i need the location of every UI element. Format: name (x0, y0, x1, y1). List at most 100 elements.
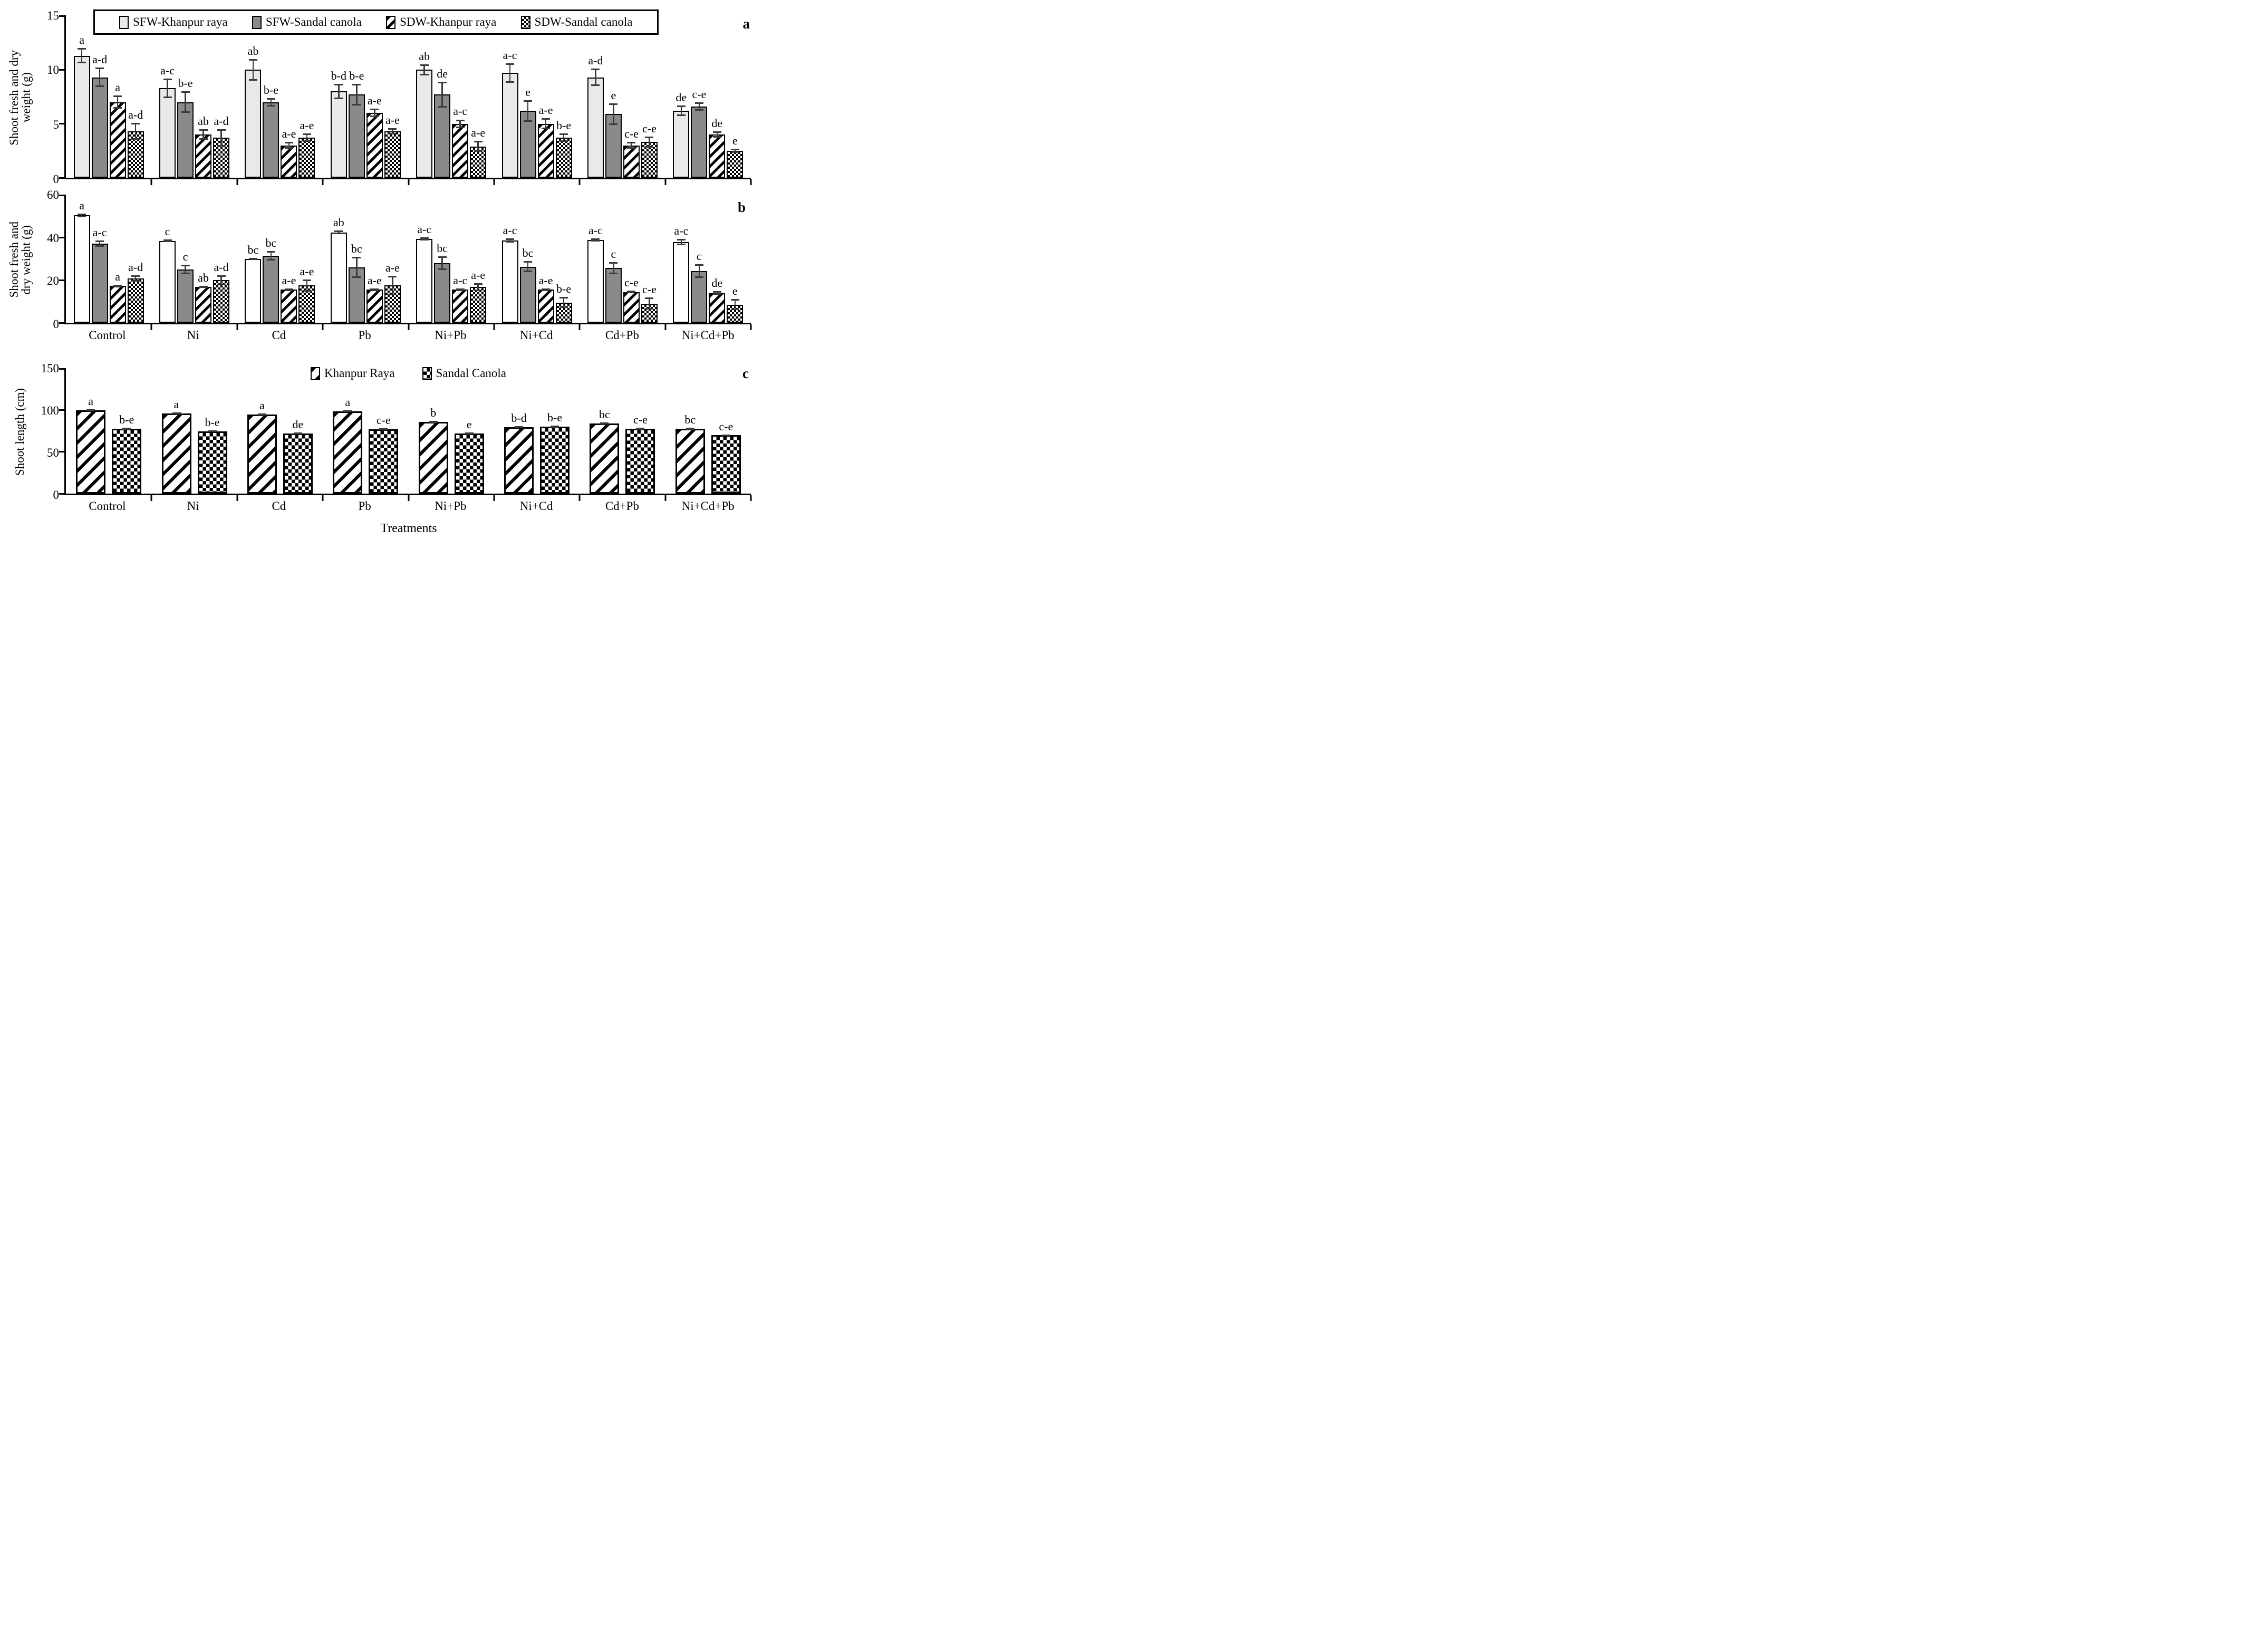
error-bar-cap-bottom (551, 426, 559, 428)
barcell-sfw-sandal-canola-cd: b-e (263, 16, 279, 178)
error-bar-cap-bottom (217, 144, 226, 147)
error-bar-cap-top (456, 119, 465, 121)
error-bar-cap-bottom (352, 103, 361, 105)
significance-letter: a-d (92, 53, 108, 66)
group-cd: bc bc a-e a-e (237, 195, 323, 323)
barcell-sdw-khanpur-raya-ni: ab (195, 16, 212, 178)
bar-sfw-khanpur-raya-pb (330, 232, 347, 323)
error-bar-line (99, 68, 101, 88)
error-bar-cap-top (474, 141, 482, 143)
figure-page: Shoot fresh and dry weight (g) 0 5 10 15 a a-d a… (0, 0, 756, 540)
significance-letter: a (173, 398, 179, 411)
x-tick-mark (493, 179, 495, 185)
error-bar-cap-top (609, 103, 618, 105)
bar-khanpur-raya-control (76, 410, 106, 494)
x-tick-label-ni-pb: Ni+Pb (435, 329, 467, 342)
x-tick-labels-c: Control Ni Cd Pb Ni+Pb Ni+Cd Cd+Pb Ni+Cd+Pb (64, 499, 751, 513)
significance-letter: ab (333, 216, 344, 229)
legend-item-sfw-sandal-canola: SFW-Sandal canola (252, 15, 362, 29)
error-bar (645, 137, 654, 148)
error-bar (515, 426, 524, 428)
error-bar (131, 122, 140, 140)
y-tick-label: 0 (53, 317, 60, 331)
error-bar-cap-bottom (627, 291, 636, 293)
bar-sdw-khanpur-raya-control (109, 102, 126, 178)
error-bar-cap-bottom (113, 107, 122, 109)
error-bar-cap-top (113, 95, 122, 98)
barcell-sfw-khanpur-raya-cd-pb: a-d (587, 16, 604, 178)
y-tick-label: 50 (47, 446, 59, 459)
error-bar-cap-top (730, 148, 739, 150)
error-bar (199, 129, 208, 140)
barcell-khanpur-raya-pb: a (333, 369, 363, 494)
bar-sfw-sandal-canola-control (91, 77, 108, 178)
error-bar (474, 141, 482, 152)
error-bar (474, 283, 482, 291)
significance-letter: a-c (417, 222, 432, 236)
error-bar (217, 129, 226, 147)
barcell-sfw-sandal-canola-ni: b-e (177, 16, 194, 178)
significance-letter: ab (198, 271, 209, 285)
y-tick-label: 60 (47, 188, 59, 201)
barcell-sfw-sandal-canola-pb: b-e (348, 16, 365, 178)
barcell-sandal-canola-ni-cd: b-e (540, 369, 570, 494)
error-bar-cap-bottom (542, 127, 551, 129)
significance-letter: de (292, 418, 304, 431)
error-bar-cap-bottom (78, 62, 86, 64)
error-bar-cap-top (248, 59, 257, 61)
error-bar-cap-bottom (199, 138, 208, 140)
barcell-sdw-khanpur-raya-cd-pb: c-e (623, 16, 640, 178)
barcell-sdw-sandal-canola-control: a-d (127, 195, 144, 323)
error-bar (542, 118, 551, 129)
group-ni-pb: a-c bc a-c a-e (409, 195, 494, 323)
error-bar-cap-bottom (293, 433, 302, 435)
bar-sdw-khanpur-raya-ni (195, 134, 212, 178)
error-bar-cap-top (730, 299, 739, 301)
significance-letter: b (430, 406, 437, 420)
significance-letter: a-e (282, 274, 296, 287)
error-bar (694, 102, 703, 111)
group-ni: c c ab a-d (151, 195, 237, 323)
error-bar-cap-bottom (379, 429, 388, 431)
bar-sdw-khanpur-raya-cd (281, 145, 297, 178)
bar-sdw-khanpur-raya-ni-cd-pb (709, 134, 726, 178)
significance-letter: c-e (692, 87, 707, 101)
x-tick-mark (322, 179, 324, 185)
x-tick-label-control: Control (89, 499, 126, 513)
error-bar (609, 103, 618, 125)
bar-sfw-khanpur-raya-cd (245, 70, 262, 178)
significance-letter: c-e (633, 412, 648, 426)
significance-letter: c-e (624, 276, 639, 290)
error-bar (113, 284, 122, 287)
error-bar (352, 256, 361, 278)
significance-letter: e (732, 284, 738, 298)
x-tick-label-control: Control (89, 329, 126, 342)
bar-sdw-sandal-canola-ni (213, 280, 230, 323)
error-bar-cap-bottom (677, 243, 686, 245)
barcell-sfw-khanpur-raya-cd: ab (245, 16, 262, 178)
significance-letter: a-c (503, 49, 517, 62)
error-bar-cap-bottom (208, 430, 217, 432)
error-bar-line (613, 262, 614, 274)
x-tick-mark (578, 495, 581, 501)
group-pb: a c-e (323, 369, 408, 494)
error-bar-cap-bottom (181, 111, 190, 113)
significance-letter: a-d (128, 108, 143, 121)
barcell-sfw-khanpur-raya-pb: ab (330, 195, 347, 323)
legend-item-sdw-khanpur-raya: SDW-Khanpur raya (386, 15, 496, 29)
error-bar (266, 98, 275, 107)
error-bar-cap-top (694, 102, 703, 104)
error-bar-line (477, 141, 479, 152)
bar-sandal-canola-cd (283, 433, 313, 494)
significance-letter: c (165, 225, 170, 238)
group-ni-cd-pb: bc c-e (665, 369, 751, 494)
bar-sfw-sandal-canola-ni (177, 102, 194, 178)
barcell-sfw-khanpur-raya-cd-pb: a-c (587, 195, 604, 323)
error-bar-cap-bottom (302, 290, 311, 292)
x-tick-label-pb: Pb (358, 329, 371, 342)
error-bar-line (441, 256, 443, 270)
bar-sdw-sandal-canola-ni-cd-pb (727, 150, 744, 178)
group-cd-pb: bc c-e (580, 369, 665, 494)
y-axis-ticks: 0 5 10 15 (37, 9, 64, 186)
significance-letter: ab (419, 50, 430, 63)
